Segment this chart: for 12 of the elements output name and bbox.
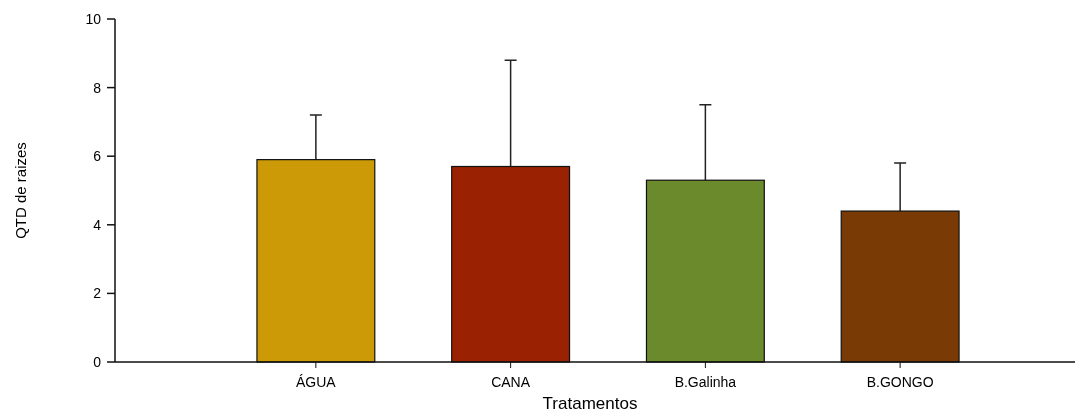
x-tick-label: B.Galinha — [674, 374, 737, 390]
y-tick-label: 4 — [93, 216, 102, 233]
x-axis-title: Tratamentos — [542, 394, 638, 413]
y-tick-label: 6 — [93, 148, 102, 165]
x-tick-label: CANA — [491, 374, 531, 390]
y-axis-title: QTD de raizes — [12, 142, 29, 239]
y-tick-label: 8 — [93, 79, 102, 96]
y-tick-label: 0 — [93, 353, 102, 370]
y-tick-label: 2 — [93, 285, 102, 302]
x-tick-label: ÁGUA — [296, 374, 337, 390]
x-tick-label: B.GONGO — [866, 374, 934, 390]
y-tick-label: 10 — [85, 10, 102, 27]
